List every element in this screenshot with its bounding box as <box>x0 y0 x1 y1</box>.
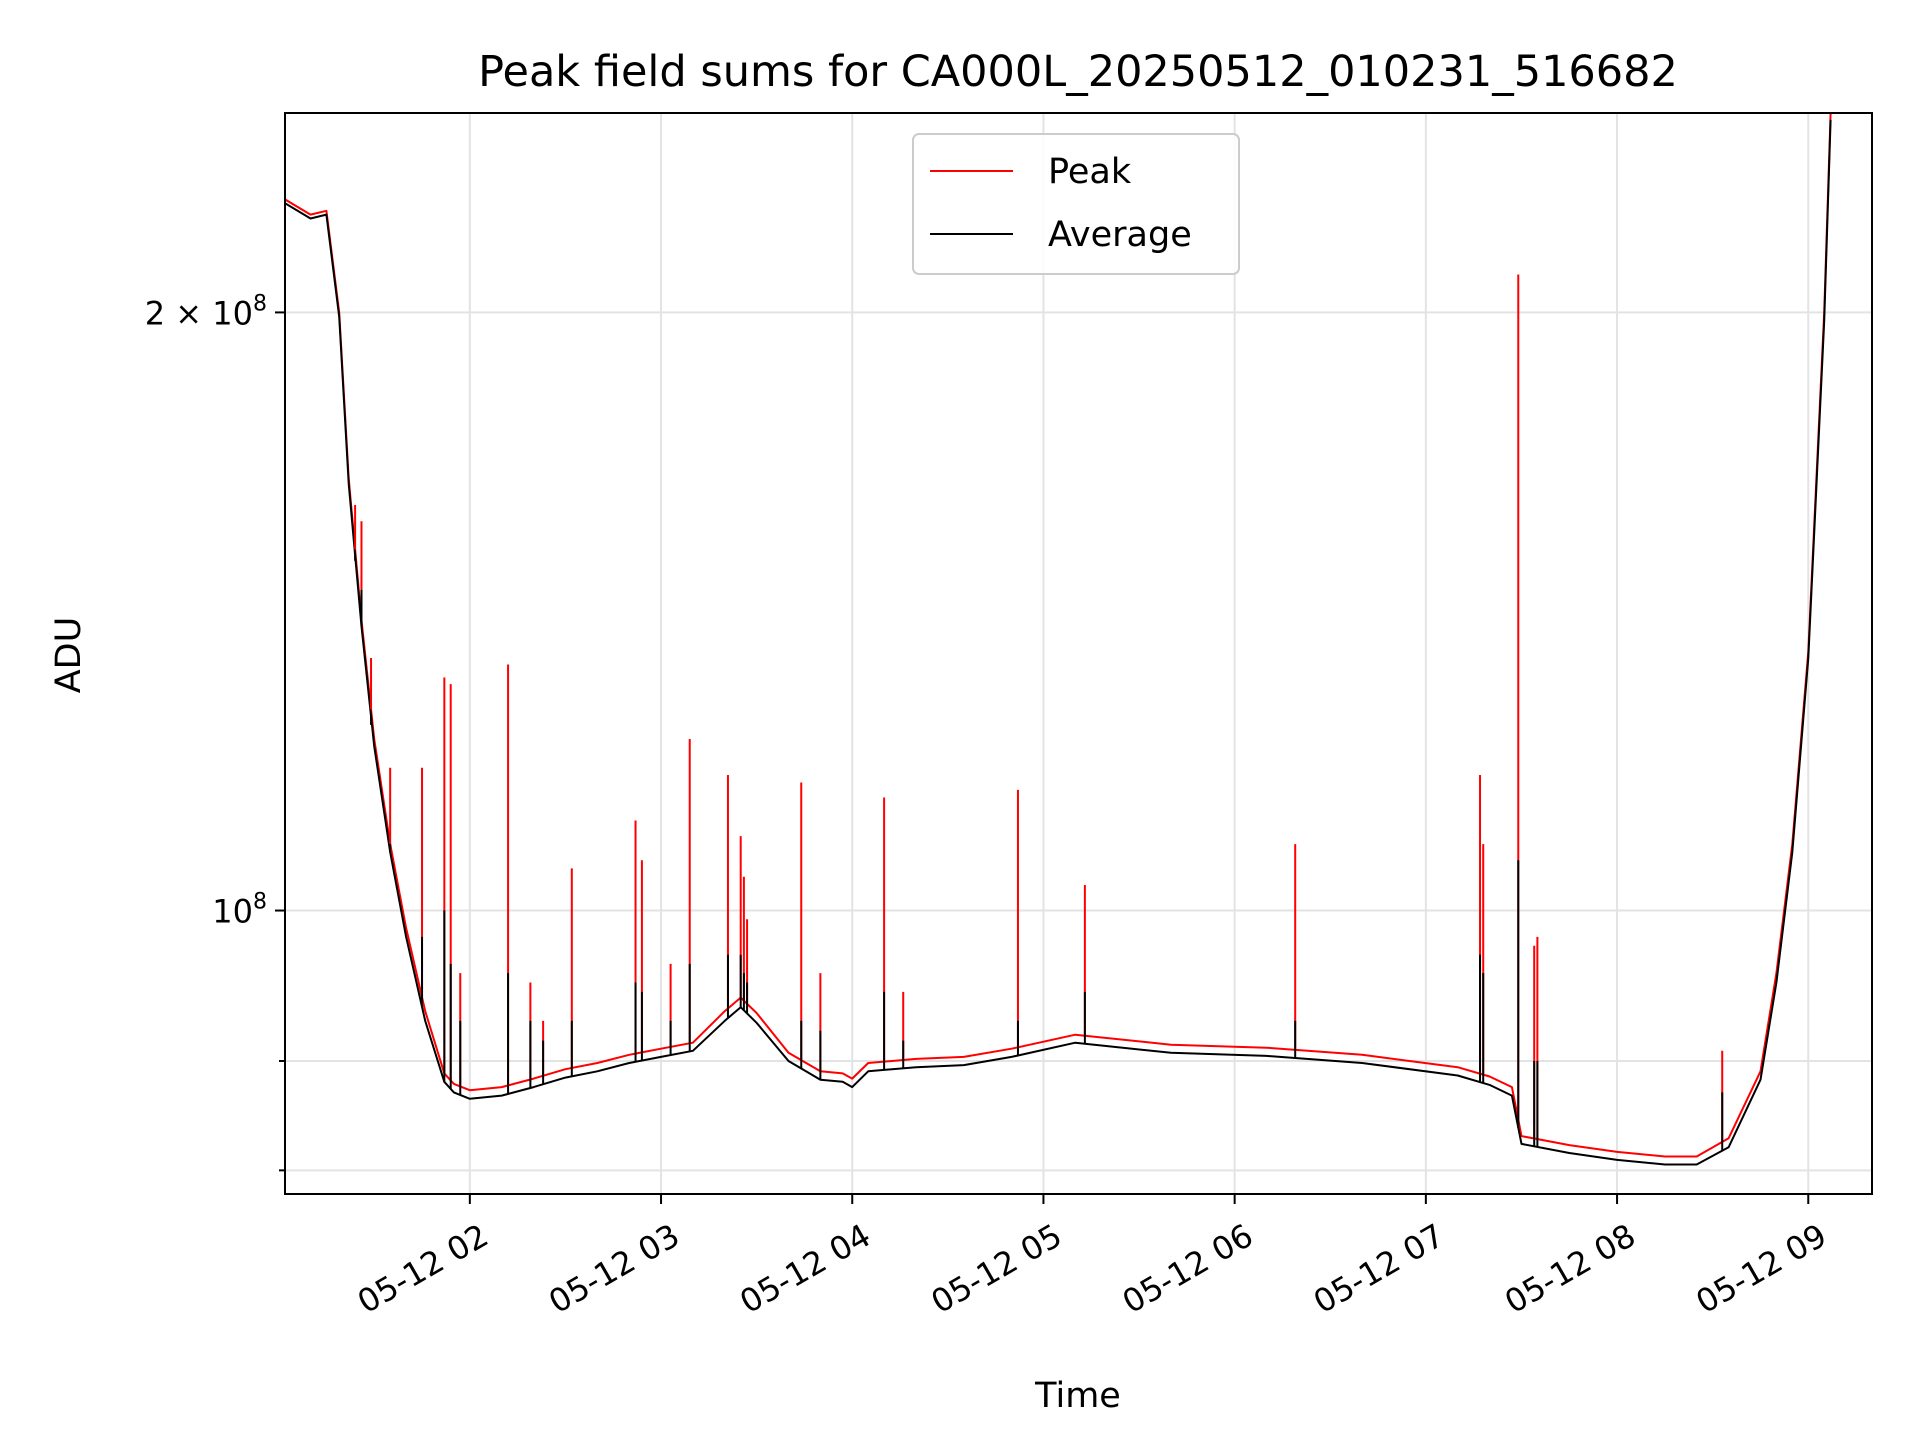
y-tick-label: 2 × 108 <box>145 291 267 332</box>
series-line-average <box>285 119 1832 1166</box>
legend-box <box>912 133 1240 275</box>
legend: Peak Average <box>912 133 1240 275</box>
grid <box>285 113 1872 1194</box>
legend-label-peak: Peak <box>1048 152 1132 192</box>
y-axis-label: ADU <box>49 617 89 694</box>
chart-title: Peak field sums for CA000L_20250512_0102… <box>478 47 1678 97</box>
series-line-peak <box>285 113 1832 1158</box>
plot-frame <box>284 112 1873 1195</box>
y-tick-label: 108 <box>212 890 267 931</box>
x-axis-label: Time <box>1034 1376 1121 1416</box>
legend-label-average: Average <box>1048 215 1192 255</box>
series-lines <box>285 113 1832 1166</box>
